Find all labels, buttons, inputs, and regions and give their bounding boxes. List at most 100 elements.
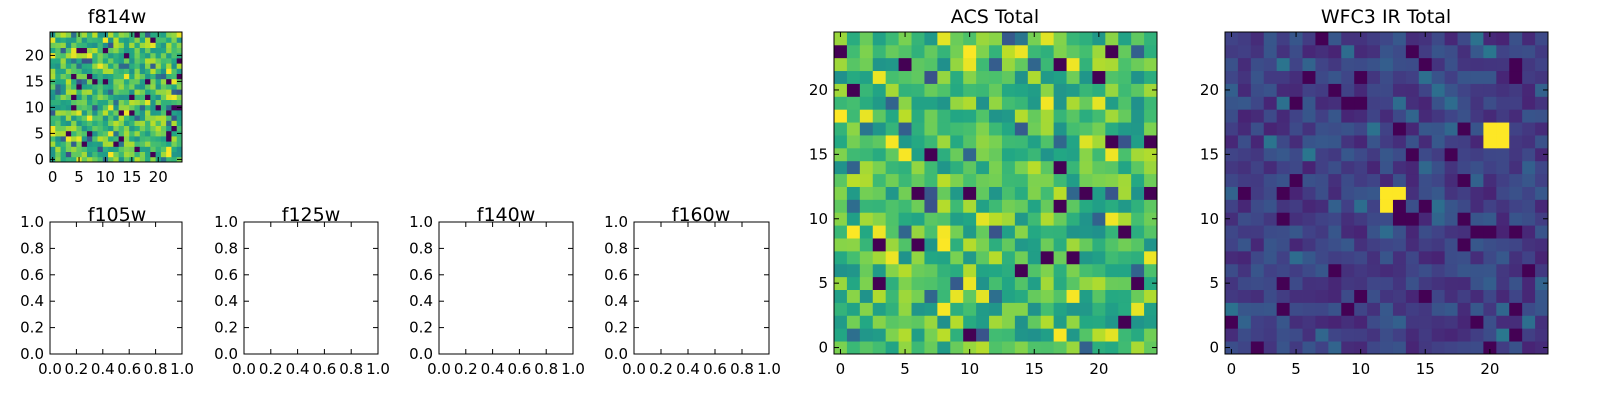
- heatmap-cell: [1457, 96, 1471, 110]
- heatmap-cell: [1053, 32, 1067, 46]
- heatmap-cell: [1092, 44, 1106, 59]
- heatmap-cell: [1131, 328, 1145, 342]
- heatmap-cell: [1509, 32, 1523, 46]
- heatmap-cell: [950, 147, 964, 162]
- heatmap-cell: [123, 136, 130, 142]
- heatmap-cell: [937, 289, 951, 303]
- heatmap-cell: [1444, 225, 1458, 239]
- heatmap-cell: [1276, 328, 1290, 342]
- heatmap-cell: [1144, 70, 1158, 84]
- heatmap-cell: [1354, 276, 1368, 290]
- heatmap-cell: [108, 125, 114, 132]
- heatmap-cell: [118, 68, 125, 74]
- heatmap-cell: [976, 122, 990, 136]
- panel-f105w: f105w 0.0 0.2 0.4 0.6 0.8 1.00.00.20.40.60.81…: [20, 204, 194, 378]
- heatmap-cell: [1118, 173, 1132, 187]
- heatmap-cell: [950, 109, 964, 123]
- heatmap-cell: [1444, 147, 1458, 162]
- heatmap-cell: [1263, 302, 1278, 316]
- heatmap-cell: [937, 44, 951, 59]
- heatmap-cell: [145, 151, 151, 158]
- heatmap-cell: [1144, 173, 1158, 187]
- heatmap-cell: [55, 110, 61, 116]
- heatmap-cell: [1053, 263, 1067, 278]
- heatmap-cell: [1354, 160, 1368, 175]
- heatmap-cell: [1105, 289, 1119, 303]
- heatmap-cell: [1328, 32, 1342, 46]
- heatmap-cell: [71, 68, 77, 74]
- heatmap-cell: [1053, 186, 1067, 200]
- heatmap-cell: [86, 78, 93, 85]
- heatmap-cell: [86, 146, 93, 152]
- x-tick-label: 0: [48, 168, 58, 186]
- heatmap-cell: [60, 63, 67, 69]
- heatmap-cell: [1131, 122, 1145, 136]
- panel-title: f814w: [88, 6, 147, 28]
- heatmap-cell: [76, 37, 83, 43]
- heatmap-cell: [113, 99, 120, 106]
- heatmap-cell: [1496, 225, 1510, 239]
- heatmap-cell: [1118, 70, 1132, 84]
- heatmap-cell: [1289, 135, 1303, 149]
- heatmap-cell: [1535, 70, 1549, 84]
- heatmap-cell: [1027, 289, 1042, 303]
- heatmap-cell: [872, 83, 887, 97]
- heatmap-cell: [92, 115, 98, 121]
- heatmap-cell: [1418, 44, 1433, 59]
- heatmap-cell: [950, 122, 964, 136]
- heatmap-cell: [118, 63, 125, 69]
- heatmap-cell: [92, 104, 98, 111]
- heatmap-cell: [171, 156, 178, 163]
- heatmap-cell: [60, 78, 67, 85]
- heatmap-cell: [65, 42, 72, 48]
- heatmap-cell: [81, 58, 88, 64]
- heatmap-cell: [1328, 263, 1342, 278]
- heatmap-cell: [1131, 186, 1145, 200]
- heatmap-cell: [139, 130, 146, 137]
- heatmap-cell: [102, 68, 109, 74]
- heatmap-cell: [1289, 83, 1303, 97]
- heatmap-cell: [989, 341, 1003, 355]
- heatmap-cell: [834, 96, 848, 110]
- heatmap-cell: [1131, 341, 1145, 355]
- heatmap-cell: [129, 120, 135, 126]
- heatmap-cell: [171, 104, 178, 111]
- heatmap-cell: [976, 83, 990, 97]
- heatmap-cell: [885, 122, 899, 136]
- heatmap-cell: [71, 42, 77, 48]
- heatmap-cell: [60, 94, 67, 100]
- heatmap-cell: [898, 341, 912, 355]
- heatmap-cell: [145, 89, 151, 95]
- heatmap-cell: [1066, 83, 1080, 97]
- heatmap-cell: [76, 104, 83, 111]
- heatmap-cell: [1380, 328, 1394, 342]
- heatmap-cell: [1053, 44, 1067, 59]
- heatmap-cell: [859, 57, 874, 72]
- heatmap-cell: [139, 47, 146, 54]
- heatmap-cell: [134, 37, 141, 43]
- heatmap-cell: [1105, 328, 1119, 342]
- heatmap-cell: [1367, 238, 1381, 252]
- heatmap-cell: [60, 99, 67, 106]
- heatmap-cell: [81, 136, 88, 142]
- heatmap-cell: [1225, 341, 1239, 355]
- heatmap-cell: [872, 135, 887, 149]
- heatmap-cell: [160, 84, 167, 90]
- heatmap-cell: [1053, 109, 1067, 123]
- heatmap-cell: [1380, 173, 1394, 187]
- heatmap-cell: [139, 68, 146, 74]
- heatmap-cell: [155, 73, 162, 80]
- heatmap-cell: [171, 120, 178, 126]
- heatmap-cell: [92, 156, 98, 163]
- heatmap-cell: [71, 130, 77, 137]
- heatmap-cell: [1131, 173, 1145, 187]
- heatmap-cell: [65, 151, 72, 158]
- heatmap-cell: [1509, 341, 1523, 355]
- heatmap-cell: [1001, 147, 1016, 162]
- x-tick-label: 0.6: [703, 360, 727, 378]
- heatmap-cell: [846, 83, 861, 97]
- heatmap-cell: [1392, 212, 1407, 226]
- heatmap-cell: [911, 302, 925, 316]
- heatmap-cell: [989, 225, 1003, 239]
- x-tick-label: 0.2: [649, 360, 673, 378]
